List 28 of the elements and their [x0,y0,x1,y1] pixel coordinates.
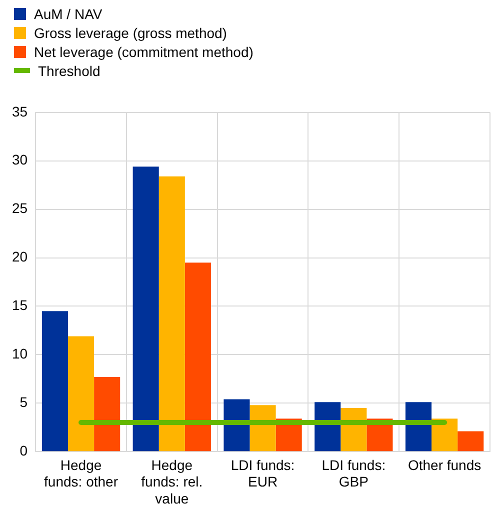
legend-label: AuM / NAV [34,6,102,22]
bar [42,311,68,452]
bar [432,418,458,452]
y-tick-label: 30 [12,152,28,168]
y-tick-label: 5 [20,394,28,410]
legend-label: Net leverage (commitment method) [34,44,254,60]
x-tick-label: Hedge funds: other [44,456,118,490]
y-tick-label: 35 [12,103,28,120]
y-tick-label: 20 [12,248,28,265]
bar [184,262,211,452]
x-tick-label: Hedge funds: rel. value [141,456,203,506]
bar [458,431,484,452]
legend-label: Threshold [38,62,100,78]
bar [314,402,341,452]
x-tick-label: LDI funds: EUR [230,456,295,490]
x-tick-label: LDI funds: GBP [322,456,386,490]
x-tick-label: Other funds [408,456,482,473]
bar [405,402,432,452]
bar [158,176,185,452]
bar [224,399,250,452]
bar [68,336,94,452]
y-tick-label: 10 [12,346,28,362]
y-tick-label: 15 [12,297,28,314]
y-tick-label: 0 [20,442,28,458]
legend-label: Gross leverage (gross method) [34,24,227,40]
y-tick-label: 25 [12,200,28,216]
bar [132,166,159,452]
bar [94,376,120,452]
